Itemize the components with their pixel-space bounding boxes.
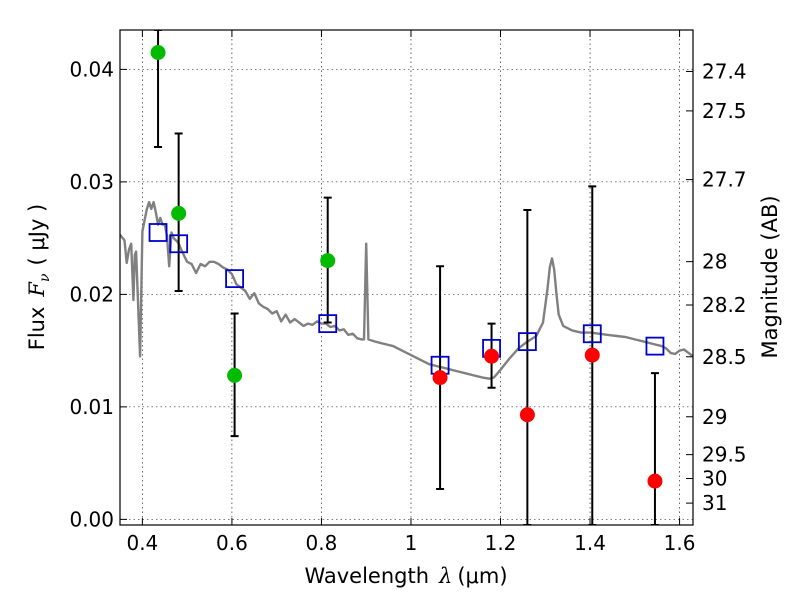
mag-tick-label: 31 — [702, 491, 727, 515]
y-axis-label: FluxFν( μJy ) — [25, 204, 53, 350]
y2-axis-label: Magnitude (AB) — [758, 195, 782, 358]
plot-frame — [119, 29, 694, 526]
model-sed-layer — [120, 200, 693, 380]
marker-layer — [148, 45, 665, 489]
mag-tick-label: 29.5 — [702, 443, 747, 467]
mag-tick-label: 28 — [702, 250, 727, 274]
model-flux-square — [582, 324, 602, 344]
detection-point — [320, 253, 336, 269]
model-flux-square — [148, 223, 168, 242]
mag-tick-label: 29 — [702, 405, 727, 429]
model-sed-line — [120, 200, 693, 380]
nondetection-point — [484, 348, 500, 364]
nondetection-point — [647, 473, 663, 489]
errorbar-layer — [154, 30, 659, 525]
detection-point — [227, 367, 243, 383]
x-tick-label: 1.4 — [574, 531, 606, 555]
model-flux-square — [318, 314, 338, 334]
axis-ticks: 0.4 0.6 0.8 1 1.2 1.4 1.6 0.00 0.01 0.02 0.03 0.04 2… — [69, 30, 747, 555]
grid — [120, 30, 693, 525]
y-tick-label: 0.01 — [69, 395, 114, 419]
x-tick-label: 0.8 — [306, 531, 338, 555]
model-flux-square — [517, 332, 537, 352]
model-flux-square — [169, 234, 189, 254]
mag-tick-label: 27.7 — [702, 168, 747, 192]
x-tick-label: 0.4 — [126, 531, 158, 555]
x-tick-label: 0.6 — [216, 531, 248, 555]
detection-point — [150, 45, 166, 60]
mag-tick-label: 28.5 — [702, 345, 747, 369]
y-tick-label: 0.02 — [69, 282, 114, 306]
y-tick-label: 0.04 — [69, 57, 114, 81]
nondetection-point — [519, 407, 535, 423]
mag-tick-label: 27.5 — [702, 99, 747, 123]
mag-tick-label: 28.2 — [702, 293, 747, 317]
mag-tick-label: 27.4 — [702, 59, 747, 83]
x-tick-label: 1.2 — [485, 531, 517, 555]
y-tick-label: 0.00 — [69, 507, 114, 531]
x-axis-label: Wavelength λ (μm) — [304, 564, 507, 588]
mag-tick-label: 30 — [702, 467, 727, 491]
model-flux-square — [645, 336, 665, 356]
x-tick-label: 1 — [405, 531, 418, 555]
detection-point — [171, 205, 187, 221]
y-tick-label: 0.03 — [69, 170, 114, 194]
nondetection-point — [584, 347, 600, 363]
model-flux-square — [225, 269, 245, 289]
nondetection-point — [432, 370, 448, 386]
x-tick-label: 1.6 — [664, 531, 696, 555]
